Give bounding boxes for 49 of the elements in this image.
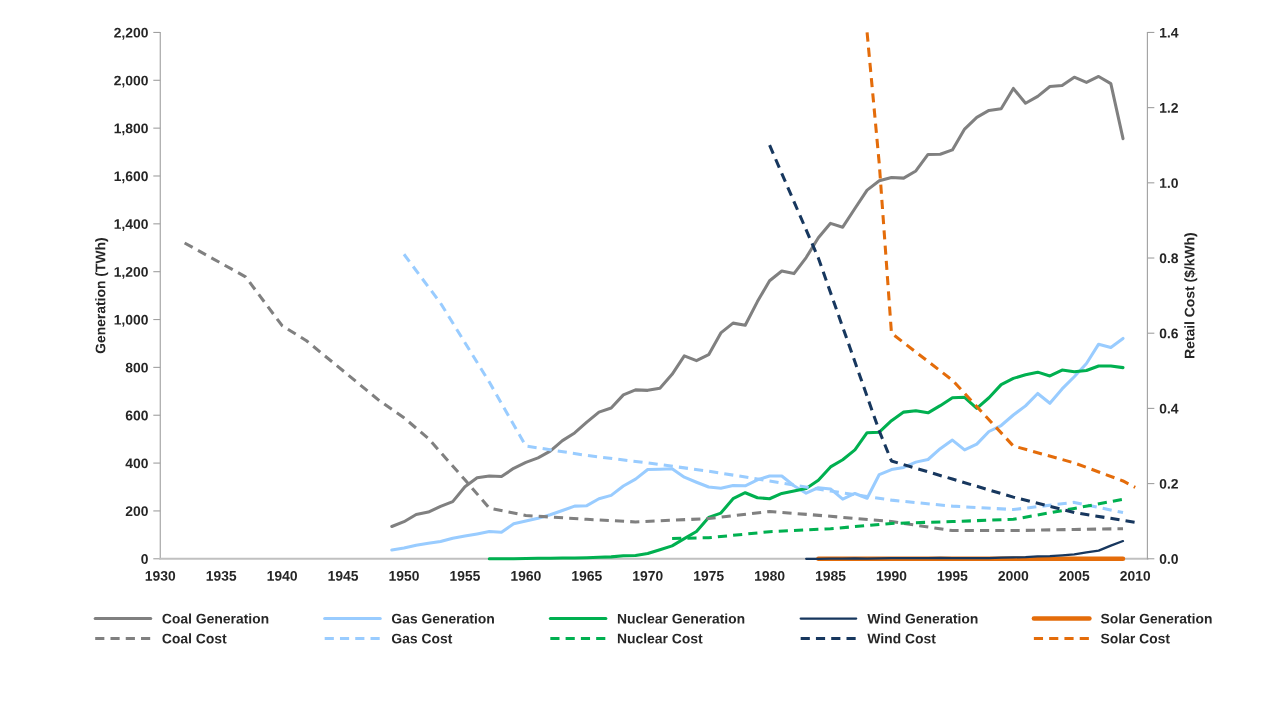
x-tick-label: 1950 bbox=[389, 570, 419, 581]
x-tick-label: 1970 bbox=[633, 570, 663, 581]
x-tick-label: 2010 bbox=[1120, 570, 1151, 581]
x-tick-label: 1935 bbox=[206, 570, 237, 581]
y2-axis-title: Retail Cost ($/kWh) bbox=[1184, 233, 1198, 358]
legend-label: Coal Generation bbox=[162, 613, 269, 624]
y-tick-label: 1,200 bbox=[114, 267, 148, 279]
legend-label: Wind Cost bbox=[867, 633, 936, 644]
x-tick-label: 1985 bbox=[815, 570, 846, 581]
y2-tick-label: 1.4 bbox=[1160, 27, 1179, 38]
y-tick-label: 1,000 bbox=[114, 314, 148, 327]
y-axis-title: Generation (TWh) bbox=[95, 238, 109, 354]
y-tick-label: 200 bbox=[125, 506, 148, 517]
x-tick-label: 1955 bbox=[450, 570, 480, 581]
legend-label: Solar Generation bbox=[1100, 613, 1212, 624]
x-tick-label: 1990 bbox=[876, 570, 907, 581]
x-tick-label: 1980 bbox=[755, 570, 785, 581]
y-tick-label: 400 bbox=[125, 458, 148, 469]
y-tick-label: 800 bbox=[125, 362, 148, 373]
y-tick-label: 1,600 bbox=[114, 171, 148, 184]
y2-tick-label: 0.4 bbox=[1159, 403, 1179, 414]
x-tick-label: 1965 bbox=[572, 570, 602, 581]
legend-label: Gas Generation bbox=[391, 613, 494, 624]
y-tick-label: 0 bbox=[141, 554, 148, 564]
y-tick-label: 600 bbox=[125, 410, 148, 421]
legend-label: Nuclear Cost bbox=[617, 633, 703, 644]
legend-label: Gas Cost bbox=[391, 633, 453, 644]
x-tick-label: 1975 bbox=[694, 570, 724, 581]
y-tick-label: 1,400 bbox=[114, 219, 148, 232]
x-tick-label: 1940 bbox=[267, 570, 297, 581]
y2-tick-label: 1.0 bbox=[1160, 178, 1178, 188]
y-tick-label: 1,800 bbox=[114, 123, 148, 136]
x-tick-label: 1960 bbox=[511, 570, 541, 581]
legend-label: Solar Cost bbox=[1100, 633, 1170, 644]
legend-label: Coal Cost bbox=[162, 633, 227, 644]
x-tick-label: 2000 bbox=[998, 570, 1029, 581]
legend-label: Wind Generation bbox=[867, 613, 978, 624]
y2-tick-label: 0.8 bbox=[1159, 253, 1179, 264]
y-tick-label: 2,000 bbox=[114, 75, 148, 88]
y2-tick-label: 1.2 bbox=[1160, 102, 1178, 113]
x-tick-label: 2005 bbox=[1059, 570, 1090, 581]
y2-tick-label: 0.0 bbox=[1159, 554, 1178, 564]
x-tick-label: 1930 bbox=[145, 570, 176, 581]
y-tick-label: 2,200 bbox=[114, 27, 148, 40]
x-tick-label: 1995 bbox=[937, 570, 968, 581]
legend-label: Nuclear Generation bbox=[617, 613, 745, 624]
x-tick-label: 1945 bbox=[328, 570, 359, 581]
y2-tick-label: 0.2 bbox=[1159, 478, 1178, 489]
y2-tick-label: 0.6 bbox=[1159, 328, 1178, 339]
